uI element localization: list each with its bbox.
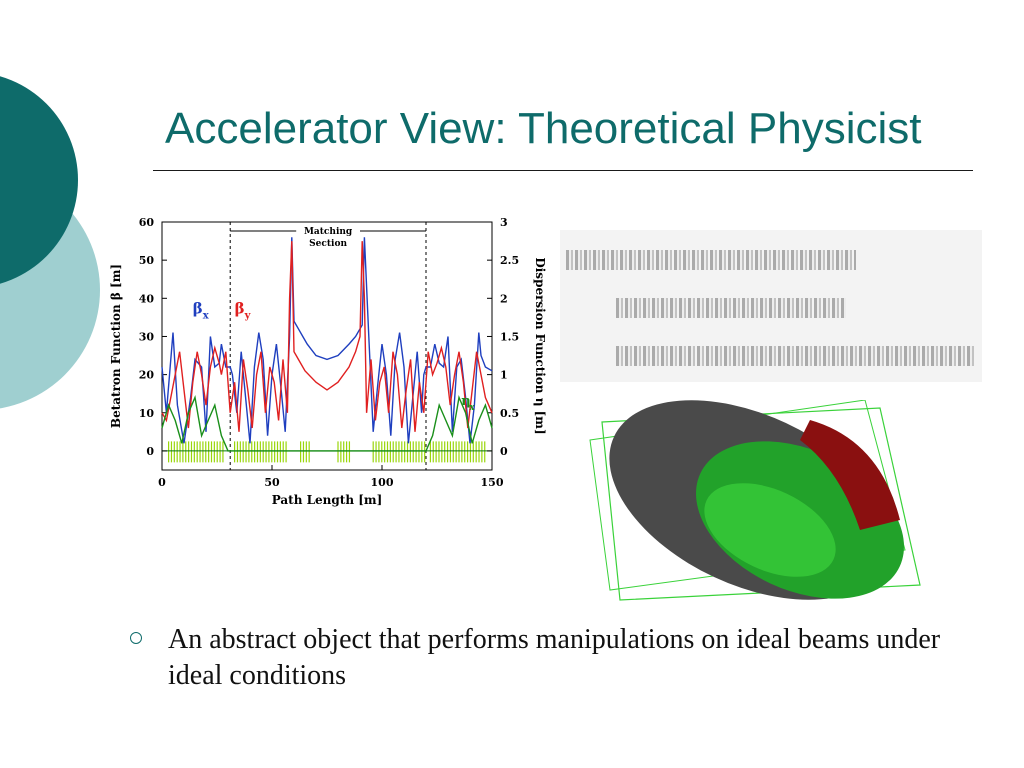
y2-tick-label: 0.5 <box>500 407 519 420</box>
label-eta-x-sub: x <box>469 403 475 413</box>
title-divider <box>153 170 973 171</box>
y2-tick-label: 3 <box>500 216 508 229</box>
particle-distribution-3d-render <box>580 400 940 602</box>
y2-tick-label: 2 <box>500 292 508 305</box>
x-axis-label: Path Length [m] <box>272 493 383 507</box>
x-tick-label: 100 <box>371 476 394 489</box>
bullet-text: An abstract object that performs manipul… <box>168 624 941 691</box>
y2-tick-label: 1.5 <box>500 330 519 343</box>
y-tick-label: 10 <box>139 407 155 420</box>
annotation-line-1: Matching <box>304 227 353 237</box>
circle-bullet-icon <box>130 632 142 644</box>
y2-tick-label: 1 <box>500 369 508 382</box>
x-tick-label: 0 <box>158 476 166 489</box>
equation-image <box>560 230 982 382</box>
series-line-βx <box>161 237 493 444</box>
plot-frame <box>161 221 493 471</box>
slide-title: Accelerator View: Theoretical Physicist <box>165 104 922 153</box>
y-axis-label: Betatron Function β [m] <box>109 264 123 428</box>
series-line-ηx <box>161 395 493 452</box>
label-beta-y: β <box>235 300 245 318</box>
label-beta-y-sub: y <box>244 311 252 322</box>
y-tick-label: 50 <box>139 254 155 267</box>
series-line-βy <box>161 241 493 432</box>
lattice-function-plot: Matching Section 0 50 100 150 0 10 20 30 40 50 60 0 0.… <box>104 212 554 510</box>
label-eta-x: η <box>461 394 470 409</box>
annotation-line-2: Section <box>309 239 347 249</box>
y-tick-label: 40 <box>139 292 155 305</box>
y-tick-label: 30 <box>139 330 155 343</box>
x-tick-label: 50 <box>264 476 280 489</box>
label-beta-x: β <box>193 300 203 318</box>
y2-axis-label: Dispersion Function η [m] <box>533 257 547 434</box>
x-tick-label: 150 <box>481 476 504 489</box>
y2-tick-label: 2.5 <box>500 254 519 267</box>
y-tick-label: 0 <box>146 445 154 458</box>
decorative-circles <box>0 76 100 409</box>
y-tick-label: 60 <box>139 216 155 229</box>
label-beta-x-sub: x <box>203 311 210 322</box>
y-tick-label: 20 <box>139 369 155 382</box>
y2-tick-label: 0 <box>500 445 508 458</box>
